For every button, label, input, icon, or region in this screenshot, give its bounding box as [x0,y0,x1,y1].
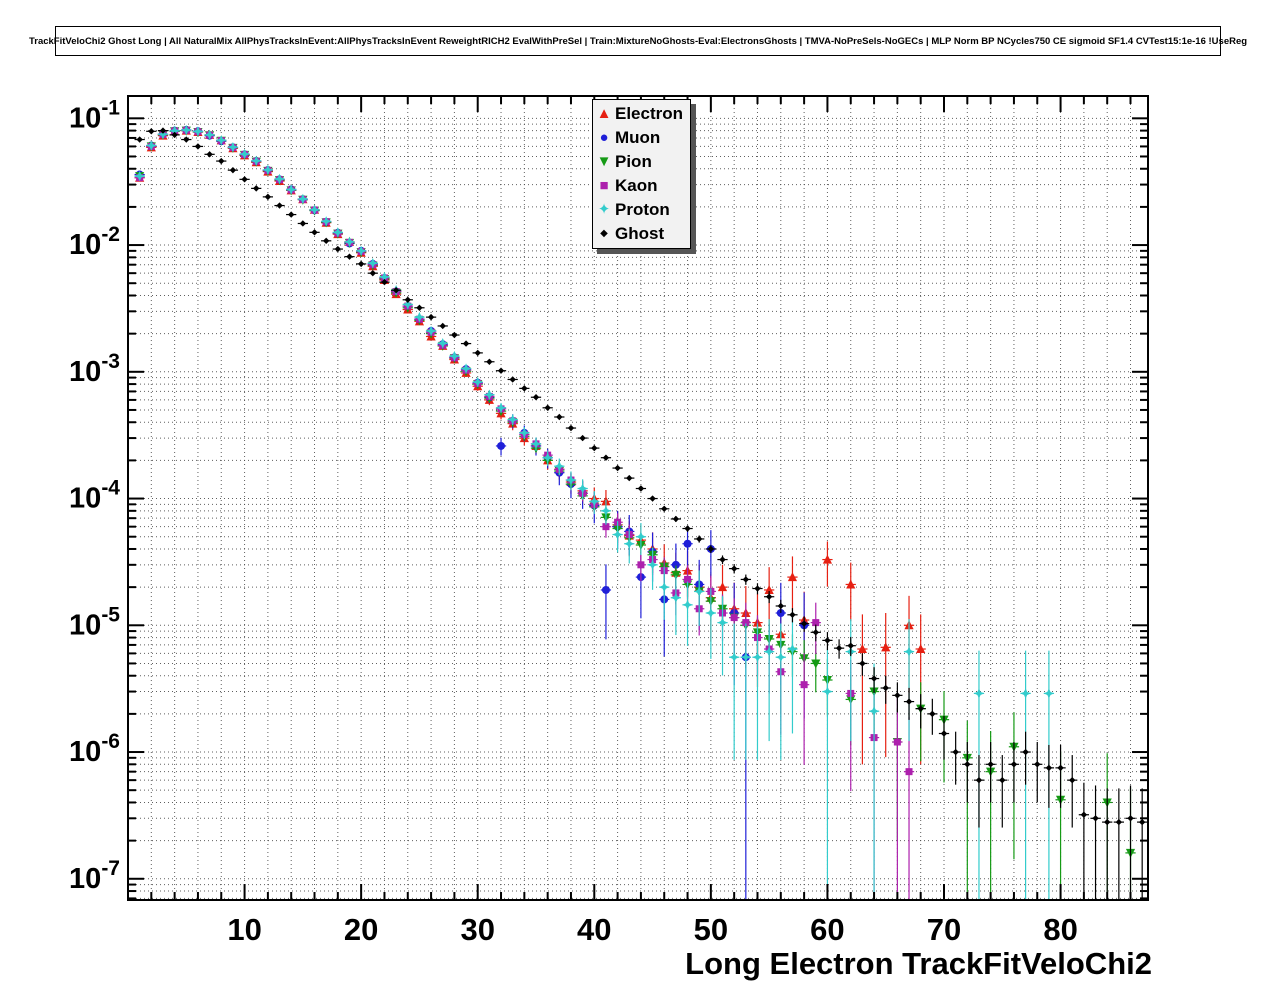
series-ghost [134,127,1148,900]
legend-label: Ghost [615,224,665,243]
x-tick-label: 10 [227,912,261,947]
triangle-up-marker-icon: ▲ [596,105,612,122]
triangle-down-marker-icon: ▼ [596,153,612,170]
legend-entry-pion: ▼ Pion [593,150,690,174]
y-tick-label: 10-7 [69,857,120,895]
x-tick-label: 50 [694,912,728,947]
series-muon [134,125,810,900]
y-tick-label: 10-2 [69,223,120,261]
legend-entry-ghost: ◆ Ghost [593,222,690,246]
y-tick-label: 10-6 [69,730,120,768]
plot-title: TrackFitVeloChi2 Ghost Long | All Natura… [28,35,1248,47]
x-axis-title-text: Long Electron TrackFitVeloChi2 [685,946,1152,981]
x-tick-label: 40 [577,912,611,947]
legend-entry-muon: ● Muon [593,126,690,150]
y-tick-label: 10-4 [69,477,120,515]
legend-label: Pion [615,152,652,171]
diamond-marker-icon: ◆ [600,228,608,239]
legend-entry-proton: ✦ Proton [593,198,690,222]
x-axis-title: Long Electron TrackFitVeloChi2 [685,946,1152,981]
x-tick-label: 70 [927,912,961,947]
star-marker-icon: ✦ [597,201,611,218]
legend-label: Muon [615,128,661,147]
x-tick-label: 80 [1043,912,1077,947]
legend-label: Electron [615,104,684,123]
y-axis-labels: 10-1 10-2 10-3 10-4 10-5 10-6 10-7 [69,96,120,894]
x-axis-labels: 10 20 30 40 50 60 70 80 [227,912,1077,947]
x-tick-label: 20 [344,912,378,947]
circle-marker-icon: ● [599,129,609,146]
legend: ▲ Electron ● Muon ▼ Pion ■ Kaon ✦ Proton ◆ Ghost [592,99,691,249]
legend-entry-kaon: ■ Kaon [593,174,690,198]
legend-label: Kaon [615,176,658,195]
legend-entry-electron: ▲ Electron [593,102,690,126]
series-electron [134,125,926,765]
y-tick-label: 10-3 [69,350,120,388]
axis-ticks [128,96,1148,900]
legend-label: Proton [615,200,670,219]
plot-title-box: TrackFitVeloChi2 Ghost Long | All Natura… [29,26,1247,56]
y-tick-label: 10-1 [69,96,120,134]
y-tick-label: 10-5 [69,603,120,641]
x-tick-label: 60 [810,912,844,947]
square-marker-icon: ■ [599,177,609,194]
x-tick-label: 30 [460,912,494,947]
